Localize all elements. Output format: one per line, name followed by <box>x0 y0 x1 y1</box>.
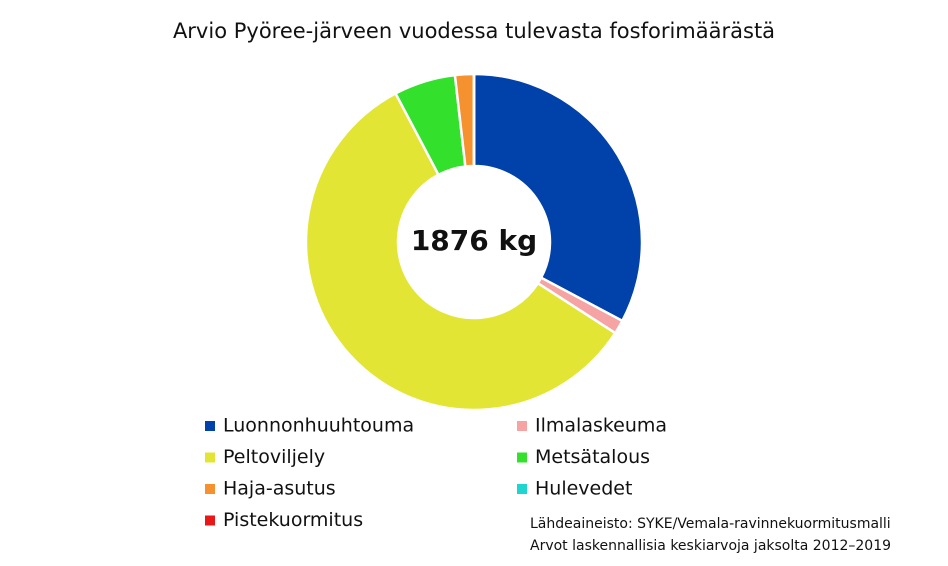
legend-label: Hulevedet <box>535 478 632 500</box>
source-line: Arvot laskennallisia keskiarvoja jaksolt… <box>530 538 891 554</box>
legend-swatch <box>517 421 527 431</box>
legend-label: Peltoviljely <box>223 446 325 468</box>
legend-swatch <box>205 421 215 431</box>
center-label: 1876 kg <box>411 224 537 257</box>
donut <box>304 72 644 412</box>
legend-swatch <box>517 452 527 463</box>
legend-swatch <box>205 484 215 494</box>
legend-label: Pistekuormitus <box>223 509 363 531</box>
legend-swatch <box>205 452 215 463</box>
source-line: Lähdeaineisto: SYKE/Vemala-ravinnekuormi… <box>530 516 891 532</box>
slice <box>304 91 617 412</box>
legend-label: Luonnonhuuhtouma <box>223 415 414 437</box>
legend-label: Ilmalaskeuma <box>535 415 667 437</box>
legend-swatch <box>517 484 527 494</box>
legend-label: Haja-asutus <box>223 478 336 500</box>
chart-title: Arvio Pyöree-järveen vuodessa tulevasta … <box>173 19 775 43</box>
legend-label: Metsätalous <box>535 446 650 468</box>
legend-swatch <box>205 515 215 526</box>
slice <box>472 72 644 323</box>
